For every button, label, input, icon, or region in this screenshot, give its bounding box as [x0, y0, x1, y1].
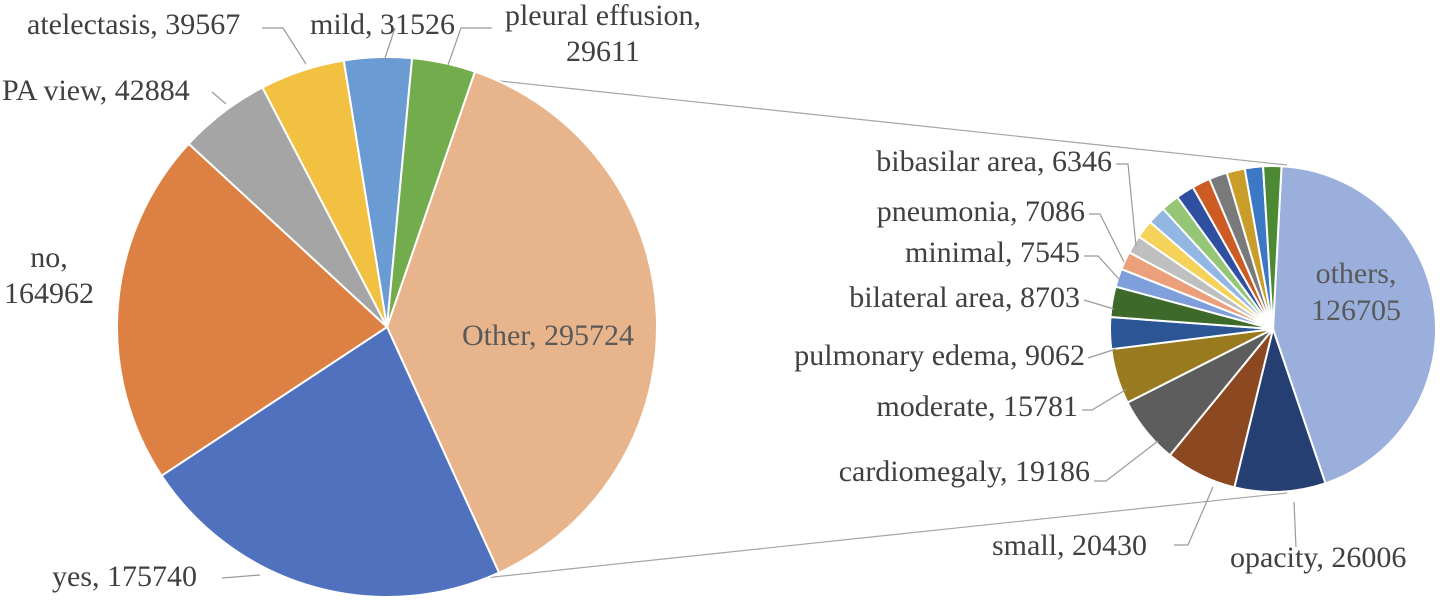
label-pulmonary-edema: pulmonary edema, 9062: [794, 339, 1085, 372]
label-pleural-effusion-line1: pleural effusion,: [505, 0, 701, 32]
label-leader-lines: [211, 27, 1297, 579]
label-no-line2: 164962: [4, 277, 94, 310]
label-mild: mild, 31526: [310, 8, 455, 41]
leader-atelectasis: [262, 27, 307, 65]
leader-pulmonary-edema: [1087, 348, 1117, 359]
label-small: small, 20430: [992, 529, 1147, 562]
label-other: Other, 295724: [462, 319, 634, 352]
sub-slice-slice-18: [1262, 164, 1283, 330]
label-cardiomegaly: cardiomegaly, 19186: [839, 455, 1090, 488]
label-no-line1: no,: [30, 241, 68, 274]
label-moderate: moderate, 15781: [876, 390, 1078, 423]
label-atelectasis: atelectasis, 39567: [27, 8, 240, 41]
main-slice-pleural-effusion: [386, 57, 477, 328]
leader-yes: [221, 574, 261, 579]
main-slice-no: [116, 142, 389, 478]
leader-cardiomegaly: [1094, 440, 1159, 482]
leader-moderate: [1082, 388, 1128, 411]
leader-mild: [383, 27, 396, 62]
secondary-pie: [1109, 164, 1437, 493]
leader-bibasilar-area: [1116, 163, 1137, 247]
connector-top: [480, 78, 1288, 166]
main-pie: [116, 56, 658, 598]
leader-pa-view: [211, 91, 227, 105]
leader-pneumonia: [1089, 213, 1125, 263]
leader-minimal: [1084, 255, 1120, 280]
label-others-line1: others,: [1316, 257, 1397, 290]
sub-slice-opacity: [1233, 325, 1327, 493]
pie-connector-lines: [480, 78, 1288, 579]
label-bibasilar-area: bibasilar area, 6346: [876, 145, 1112, 178]
connector-bottom: [483, 492, 1288, 579]
main-slice-yes: [160, 325, 501, 598]
label-pleural-effusion-line2: 29611: [566, 35, 640, 68]
label-pa-view: PA view, 42884: [2, 74, 190, 107]
leader-small: [1174, 486, 1214, 546]
leader-pleural-effusion: [447, 27, 492, 66]
main-slice-other: [385, 70, 658, 574]
label-minimal: minimal, 7545: [905, 236, 1080, 269]
sub-slice-others: [1271, 165, 1437, 485]
label-bilateral-area: bilateral area, 8703: [849, 281, 1080, 314]
label-others-line2: 126705: [1311, 294, 1401, 327]
leader-opacity: [1293, 501, 1297, 548]
label-pneumonia: pneumonia, 7086: [877, 195, 1085, 228]
label-opacity: opacity, 26006: [1230, 541, 1406, 574]
label-yes: yes, 175740: [52, 560, 197, 593]
data-labels: Other, 295724 yes, 175740 no, 164962 PA …: [2, 0, 1406, 593]
leader-bilateral-area: [1083, 299, 1115, 310]
